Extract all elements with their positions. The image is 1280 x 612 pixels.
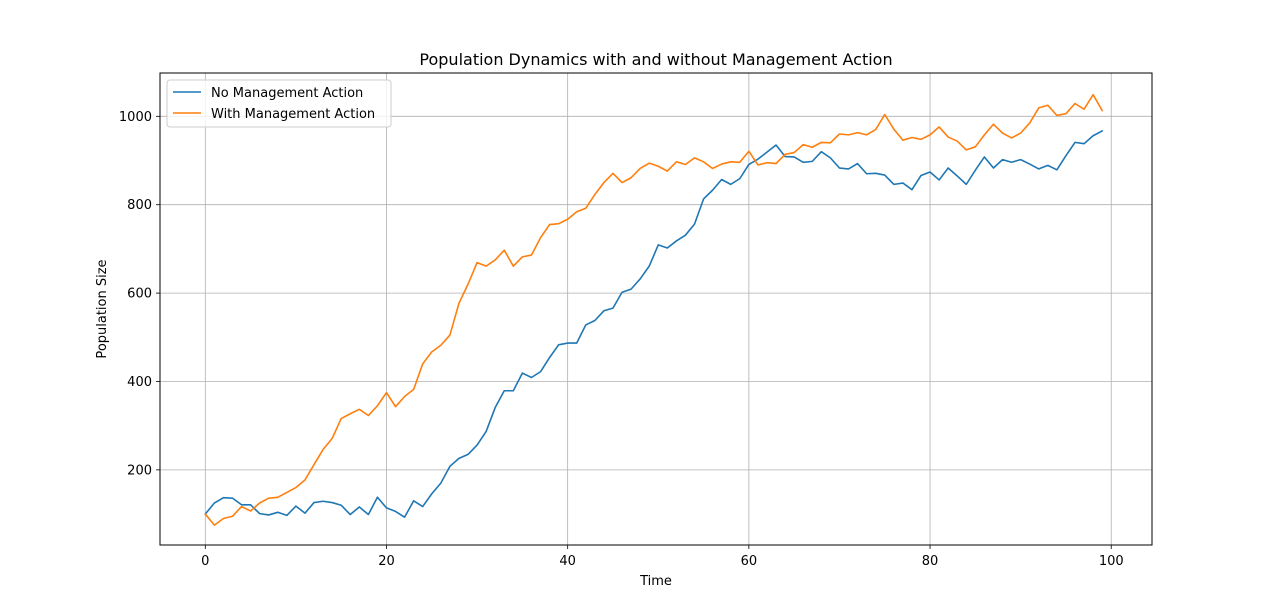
- x-tick-label: 0: [201, 554, 209, 569]
- x-tick-label: 40: [559, 554, 576, 569]
- y-tick-label: 200: [127, 463, 152, 478]
- plot-frame: [159, 72, 1153, 546]
- x-tick-label: 60: [741, 554, 758, 569]
- x-axis-label: Time: [639, 574, 672, 589]
- y-tick-label: 1000: [119, 110, 152, 125]
- series-lines: [204, 93, 1104, 526]
- y-tick-label: 800: [127, 198, 152, 213]
- series-line-no-management-action: [204, 129, 1104, 518]
- legend-entry-no-management-action: No Management Action: [211, 86, 363, 101]
- x-tick-label: 20: [378, 554, 395, 569]
- axis-ticks: 0 20 40 60 80 100 200 400 600 800 1000: [119, 110, 1124, 569]
- legend-box: [166, 79, 392, 128]
- y-tick-label: 600: [127, 287, 152, 302]
- legend-entry-with-management-action: With Management Action: [211, 107, 375, 122]
- series-line-with-management-action: [204, 93, 1104, 526]
- y-tick-label: 400: [127, 375, 152, 390]
- legend: No Management Action With Management Acti…: [166, 79, 392, 128]
- x-tick-label: 100: [1099, 554, 1124, 569]
- y-axis-label: Population Size: [95, 259, 110, 358]
- chart-title: Population Dynamics with and without Man…: [419, 50, 892, 69]
- x-tick-label: 80: [922, 554, 939, 569]
